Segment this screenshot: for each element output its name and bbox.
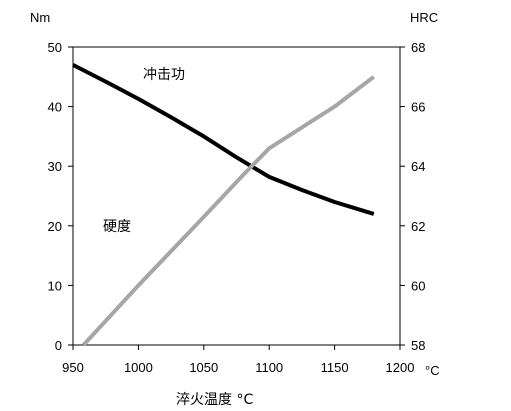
y-right-tick-label: 62 [411,219,425,234]
y-left-tick-label: 20 [48,219,62,234]
x-axis-unit: °C [425,363,440,378]
axes: 950 1000 1050 1100 1150 1200 0 10 20 30 40 50 58 60 62… [48,40,426,375]
right-axis-unit: HRC [410,10,438,25]
series-label-hardness: 硬度 [103,219,131,235]
x-tick-label: 1000 [124,360,153,375]
y-left-tick-label: 50 [48,40,62,55]
x-tick-label: 950 [62,360,84,375]
y-left-tick-label: 10 [48,278,62,293]
y-left-tick-label: 0 [55,338,62,353]
y-left-tick-label: 30 [48,159,62,174]
x-tick-label: 1100 [255,360,283,375]
y-right-tick-label: 66 [411,100,425,115]
x-tick-label: 1200 [386,360,415,375]
x-tick-label: 1050 [189,360,218,375]
x-axis-title: 淬火温度 °C [176,392,253,408]
hardness-line [82,75,376,347]
y-right-tick-label: 64 [411,159,425,174]
impact-energy-line [72,63,375,216]
series-label-impact: 冲击功 [143,67,185,83]
plot-frame [72,46,401,346]
x-tick-label: 1150 [321,360,349,375]
y-right-tick-label: 60 [411,278,425,293]
y-left-tick-label: 40 [48,100,62,115]
left-axis-unit: Nm [30,10,50,25]
y-right-tick-label: 68 [411,40,425,55]
labels: Nm HRC °C 淬火温度 °C 冲击功 硬度 [30,10,440,408]
series-layer [72,63,376,347]
y-right-tick-label: 58 [411,338,425,353]
